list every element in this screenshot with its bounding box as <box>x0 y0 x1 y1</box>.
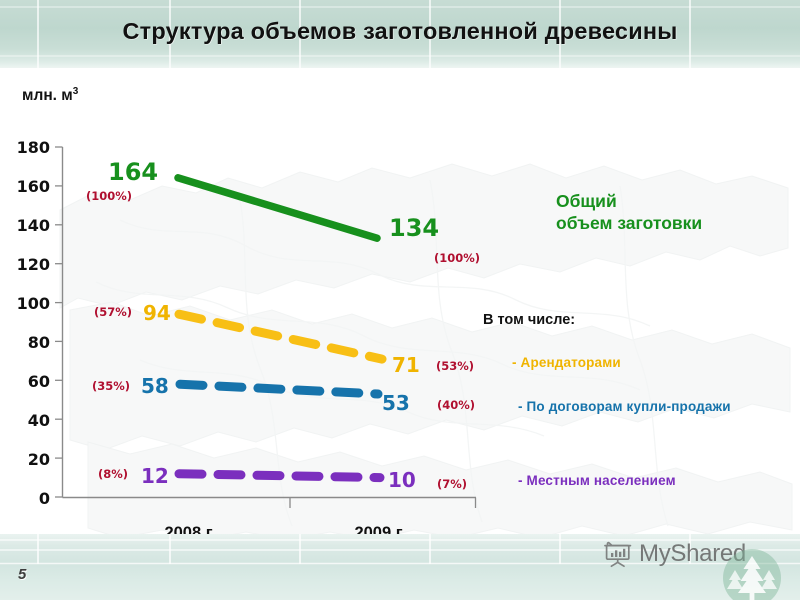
series-line-contract <box>175 379 383 399</box>
y-tick-0: 0 <box>38 489 50 508</box>
value-label-total-2008: 164 <box>108 158 159 186</box>
y-axis-unit-text: млн. м <box>22 87 73 105</box>
page-title: Структура объемов заготовленной древесин… <box>122 18 678 44</box>
y-tick-20: 20 <box>27 450 50 469</box>
footer-grid-lines <box>0 534 800 565</box>
tree-circle-logo <box>723 549 781 600</box>
presentation-chart-icon <box>604 541 632 567</box>
including-caption: В том числе: <box>483 312 576 328</box>
series-line-local <box>174 469 385 483</box>
total-volume-caption-line2: объем заготовки <box>556 213 703 234</box>
value-label-local-2008: 12 <box>141 464 169 488</box>
y-tick-160: 160 <box>16 177 50 196</box>
y-tick-180: 180 <box>16 138 50 157</box>
value-label-lease-2008: 94 <box>143 301 171 325</box>
y-tick-120: 120 <box>16 255 50 274</box>
legend-item-lease: - Арендаторами <box>512 355 621 370</box>
value-label-lease-2009: 71 <box>392 353 420 377</box>
y-tick-60: 60 <box>27 372 50 391</box>
series-line-lease <box>174 309 387 364</box>
value-label-local-2009: 10 <box>388 468 416 492</box>
total-volume-caption: Общий объем заготовки <box>556 190 702 235</box>
legend-item-contract: - По договорам купли-продажи <box>518 399 731 414</box>
value-label-total-2009: 134 <box>389 214 440 242</box>
percent-label-local-2009: (7%) <box>437 477 468 491</box>
y-axis-unit-label: млн. м3 <box>22 86 78 105</box>
y-tick-100: 100 <box>16 294 50 313</box>
value-label-contract-2009: 53 <box>382 391 410 415</box>
percent-label-lease-2009: (53%) <box>436 359 475 373</box>
y-axis-unit-exponent: 3 <box>72 86 79 97</box>
percent-label-total-2009: (100%) <box>434 251 481 265</box>
percent-label-lease-2008: (57%) <box>94 305 133 319</box>
watermark-label: MyShared <box>639 540 746 567</box>
x-axis-ticks <box>289 497 477 508</box>
header-grid-lines <box>0 0 800 68</box>
y-tick-80: 80 <box>27 333 50 352</box>
value-label-contract-2008: 58 <box>141 374 169 398</box>
footer-band <box>0 534 800 600</box>
percent-label-contract-2008: (35%) <box>92 379 131 393</box>
title-band <box>0 0 800 68</box>
series-line-total <box>174 174 381 242</box>
percent-label-local-2008: (8%) <box>98 467 129 481</box>
slide-number: 5 <box>18 566 27 583</box>
percent-label-contract-2009: (40%) <box>437 398 476 412</box>
legend-item-local: - Местным населением <box>518 473 676 488</box>
y-tick-140: 140 <box>16 216 50 235</box>
y-axis-ticks <box>55 146 63 498</box>
percent-label-total-2008: (100%) <box>86 189 133 203</box>
myshared-watermark: MyShared <box>604 540 746 568</box>
total-volume-caption-line1: Общий <box>556 191 617 211</box>
y-tick-40: 40 <box>27 411 50 430</box>
